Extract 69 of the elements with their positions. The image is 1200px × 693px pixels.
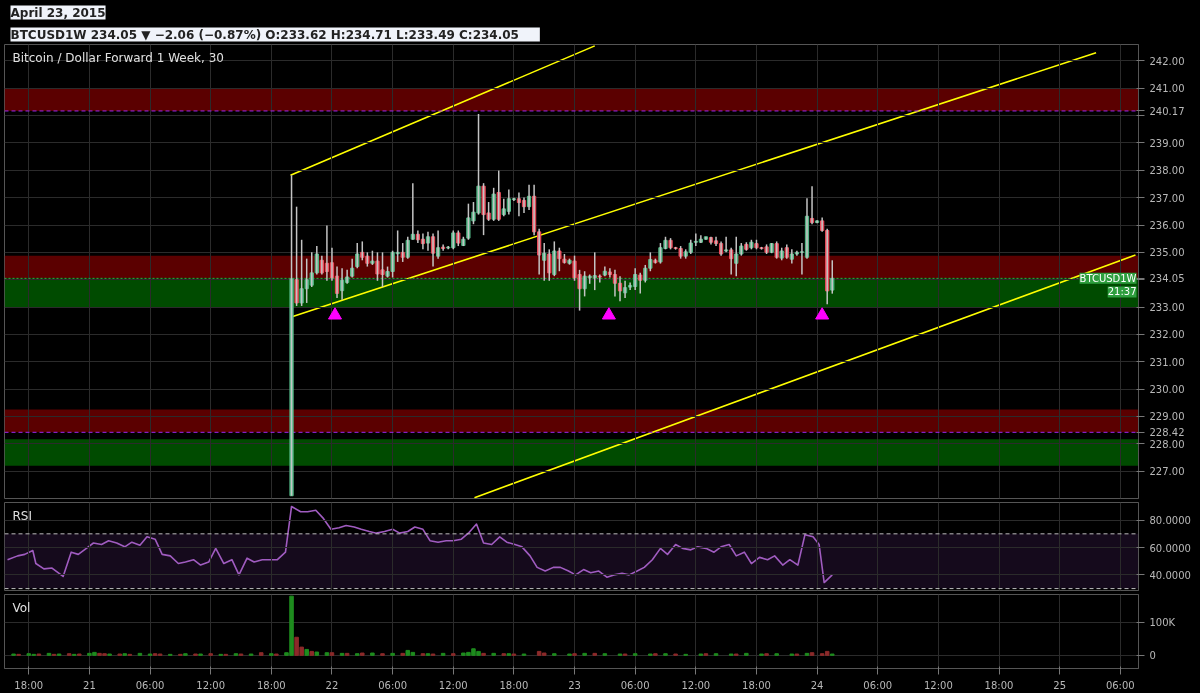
candlestick	[496, 169, 501, 222]
annotation: BTCUSD1W	[1079, 272, 1137, 284]
x-tick-label: 06:00	[135, 679, 165, 691]
x-tick-label: 18:00	[984, 679, 1014, 691]
x-tick-label: 18:00	[742, 679, 771, 691]
candlestick	[289, 174, 294, 497]
ref-line-label: 228.42	[1149, 427, 1185, 439]
x-tick-label: 18:00	[499, 679, 529, 691]
x-tick-label: 12:00	[196, 679, 226, 691]
bar	[309, 650, 315, 656]
y-tick-label: 227.00	[1149, 466, 1185, 478]
x-tick-label: 12:00	[438, 679, 468, 691]
bar	[314, 651, 320, 656]
y-tick-label: 235.00	[1149, 247, 1185, 259]
bar	[329, 652, 335, 656]
y-tick-label: 242.00	[1149, 55, 1185, 67]
bar	[541, 652, 547, 656]
candlestick	[400, 242, 405, 263]
x-tick-label: 06:00	[863, 679, 893, 691]
ref-line-label: 234.05	[1149, 273, 1185, 285]
candlestick	[294, 205, 299, 307]
bar	[405, 649, 411, 656]
x-tick-label: 12:00	[923, 679, 953, 691]
candlestick	[547, 248, 552, 282]
x-tick-label: 06:00	[378, 679, 408, 691]
y-tick-label: 60.0000	[1149, 542, 1191, 554]
candlestick	[491, 187, 496, 222]
x-tick-label: 06:00	[1105, 679, 1135, 691]
y-tick-label: 236.00	[1149, 220, 1185, 232]
x-tick-label: 18:00	[14, 679, 44, 691]
bar	[324, 652, 330, 656]
candlestick	[552, 240, 557, 277]
y-tick-label: 233.00	[1149, 302, 1185, 314]
bar	[370, 652, 375, 656]
y-tick-label: 238.00	[1149, 165, 1185, 177]
text: RSI	[12, 508, 32, 523]
bar	[360, 652, 365, 656]
y-tick-label: 80.0000	[1149, 515, 1191, 527]
y-tick-label: 232.00	[1149, 329, 1185, 341]
y-tick-label: 40.0000	[1149, 569, 1191, 581]
bar	[258, 652, 264, 656]
y-tick-label: 228.00	[1149, 438, 1185, 450]
x-tick-label: 24	[810, 679, 824, 691]
bar	[824, 650, 830, 656]
y-tick-label: 0	[1149, 649, 1156, 661]
x-tick-label: 23	[568, 679, 581, 691]
y-tick-label: 241.00	[1149, 83, 1185, 95]
y-tick-label: 100K	[1149, 616, 1176, 628]
y-tick-label: 231.00	[1149, 356, 1185, 368]
text: BTCUSD1W 234.05 ▼ −2.06 (−0.87%) O:233.62 H:234.71 L:233.49 C:234.05	[10, 27, 519, 42]
y-tick-label: 229.00	[1149, 411, 1185, 423]
text: Vol	[12, 600, 31, 615]
y-tick-label: 237.00	[1149, 192, 1185, 204]
text: Bitcoin / Dollar Forward 1 Week, 30	[12, 50, 224, 65]
line-series	[6, 505, 834, 584]
x-tick-label: 21	[83, 679, 96, 691]
candlestick	[830, 259, 835, 295]
x-tick-label: 25	[1053, 679, 1067, 691]
x-tick-label: 18:00	[256, 679, 286, 691]
bar	[809, 652, 815, 656]
y-tick-label: 230.00	[1149, 384, 1185, 396]
x-tick-label: 12:00	[681, 679, 711, 691]
annotation: 21:37	[1107, 286, 1137, 298]
candlestick	[557, 246, 562, 272]
y-tick-label: 239.00	[1149, 137, 1185, 149]
bar	[304, 648, 309, 656]
x-tick-label: 06:00	[620, 679, 650, 691]
x-tick-label: 22	[325, 679, 339, 691]
ref-line-label: 240.17	[1149, 105, 1185, 117]
